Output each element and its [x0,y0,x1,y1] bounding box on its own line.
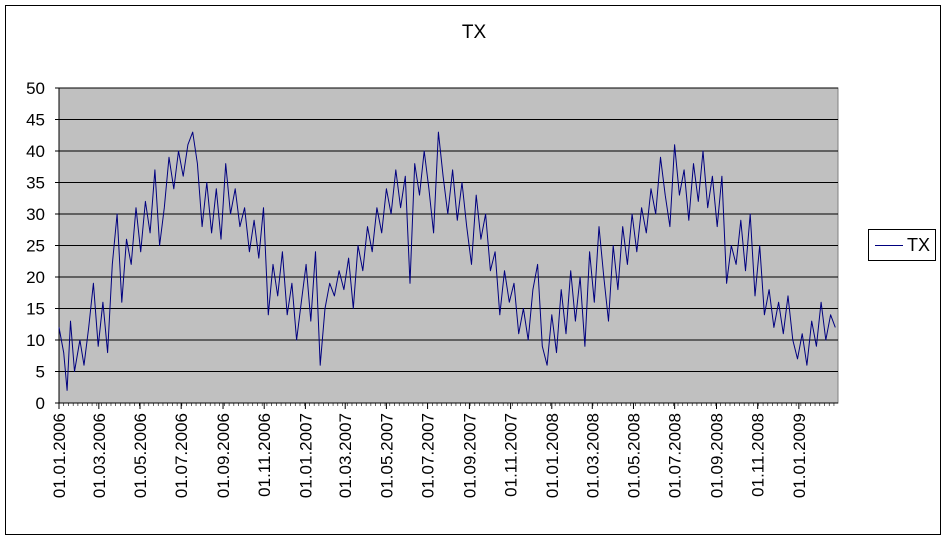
x-tick-label: 01.11.2008 [749,413,768,497]
y-tick-label-30: 30 [26,205,45,224]
chart-title: TX [461,22,487,43]
y-tick-label-0: 0 [36,394,45,413]
x-tick-label: 01.05.2007 [377,413,396,498]
x-tick-label: 01.03.2008 [583,413,602,498]
x-tick-label: 01.07.2008 [666,413,685,498]
y-tick-label-35: 35 [26,174,45,193]
y-tick-label-5: 5 [36,363,45,382]
x-tick-label: 01.07.2007 [419,413,438,498]
series-line-tx [58,131,836,391]
x-tick-label: 01.01.2009 [790,413,809,498]
y-tick-label-40: 40 [26,142,45,161]
x-tick-label: 01.01.2007 [296,413,315,498]
x-tick-label: 01.09.2008 [707,413,726,498]
x-tick-label: 01.11.2007 [502,413,521,497]
x-tick-label: 01.05.2008 [624,413,643,498]
x-tick-label: 01.03.2007 [336,413,355,498]
x-tick-label: 01.01.2008 [543,413,562,498]
x-tick-label: 01.05.2006 [131,413,150,498]
y-tick-label-45: 45 [26,111,45,130]
legend-swatch-tx [875,245,903,246]
legend: TX [868,229,936,261]
x-tick-label: 01.11.2006 [255,413,274,497]
x-tick-label: 01.01.2006 [50,413,69,498]
x-tick-label: 01.03.2006 [90,413,109,498]
y-tick-label-15: 15 [26,300,45,319]
y-tick-label-20: 20 [26,268,45,287]
legend-label-tx: TX [907,235,931,255]
y-tick-label-10: 10 [26,331,45,350]
x-tick-label: 01.09.2007 [460,413,479,498]
y-tick-label-50: 50 [26,79,45,98]
x-tick-label: 01.07.2006 [172,413,191,498]
x-tick-label: 01.09.2006 [214,413,233,498]
y-tick-label-25: 25 [26,237,45,256]
